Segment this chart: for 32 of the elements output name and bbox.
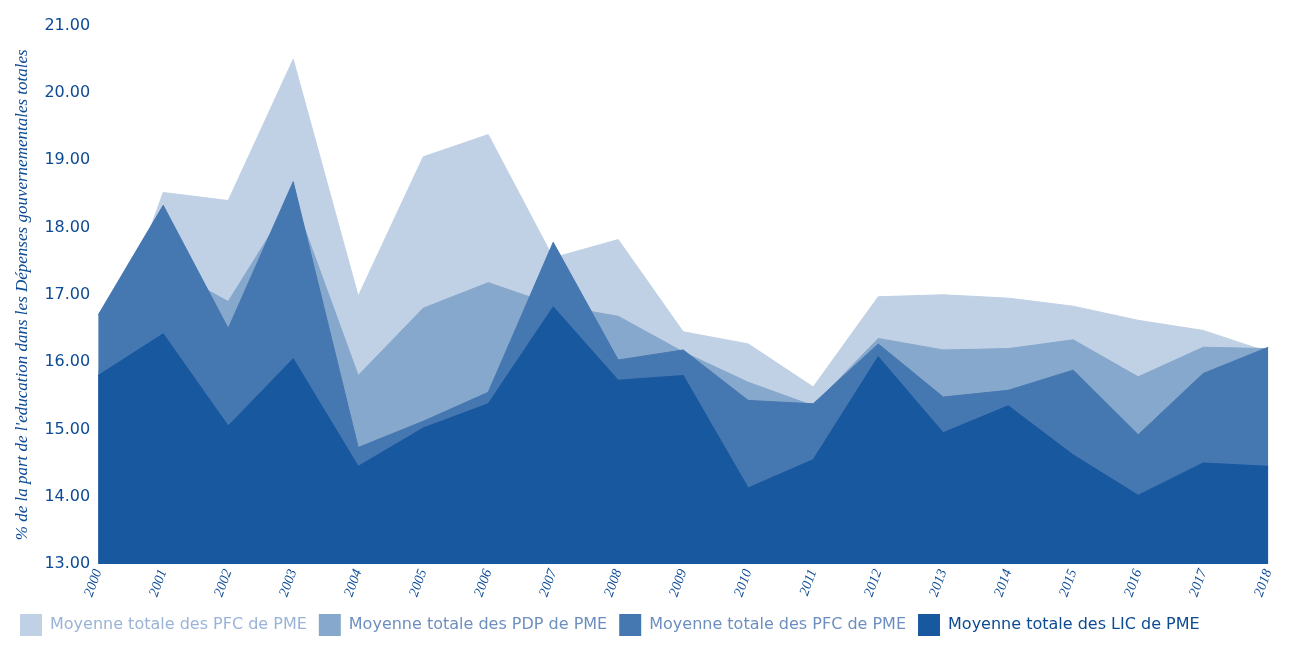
y-tick-label: 19.00 xyxy=(44,149,91,169)
x-tick-label: 2004 xyxy=(340,566,365,599)
legend-label: Moyenne totale des LIC de PME xyxy=(948,614,1200,634)
x-tick-label: 2018 xyxy=(1250,566,1275,599)
x-tick-label: 2015 xyxy=(1055,566,1080,599)
x-tick-label: 2014 xyxy=(990,566,1015,599)
x-tick-label: 2012 xyxy=(860,566,885,599)
y-tick-label: 20.00 xyxy=(44,82,91,102)
y-tick-label: 18.00 xyxy=(44,216,91,236)
x-tick-label: 2007 xyxy=(535,566,560,599)
legend-label: Moyenne totale des PFC de PME xyxy=(50,614,307,634)
x-tick-label: 2008 xyxy=(600,566,625,599)
x-tick-label: 2016 xyxy=(1120,566,1145,599)
y-tick-label: 17.00 xyxy=(44,283,91,303)
x-tick-label: 2009 xyxy=(665,566,690,599)
x-tick-label: 2001 xyxy=(145,566,170,599)
y-tick-label: 13.00 xyxy=(44,553,91,573)
x-tick-label: 2010 xyxy=(730,566,755,599)
x-tick-label: 2006 xyxy=(470,566,495,599)
legend-label: Moyenne totale des PFC de PME xyxy=(649,614,907,634)
x-tick-label: 2003 xyxy=(275,566,300,599)
x-tick-label: 2005 xyxy=(405,566,430,599)
x-tick-label: 2017 xyxy=(1185,566,1210,599)
y-tick-label: 14.00 xyxy=(44,485,91,505)
x-tick-label: 2002 xyxy=(210,566,235,599)
y-tick-label: 16.00 xyxy=(44,351,91,371)
x-tick-label: 2013 xyxy=(925,566,950,599)
y-tick-label: 21.00 xyxy=(44,14,91,34)
legend-label: Moyenne totale des PDP de PME xyxy=(348,614,608,634)
x-tick-label: 2011 xyxy=(796,566,820,598)
y-tick-label: 15.00 xyxy=(44,418,91,438)
y-axis-title: % de la part de l'education dans les Dépenses gouvernementales totales xyxy=(11,48,31,541)
